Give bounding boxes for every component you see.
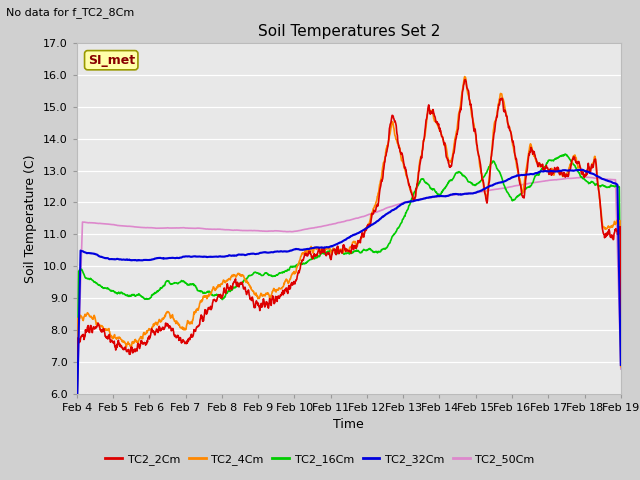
- X-axis label: Time: Time: [333, 418, 364, 431]
- Y-axis label: Soil Temperature (C): Soil Temperature (C): [24, 154, 38, 283]
- Text: SI_met: SI_met: [88, 54, 135, 67]
- Title: Soil Temperatures Set 2: Soil Temperatures Set 2: [258, 24, 440, 39]
- Legend: TC2_2Cm, TC2_4Cm, TC2_16Cm, TC2_32Cm, TC2_50Cm: TC2_2Cm, TC2_4Cm, TC2_16Cm, TC2_32Cm, TC…: [101, 450, 539, 469]
- Text: No data for f_TC2_8Cm: No data for f_TC2_8Cm: [6, 7, 134, 18]
